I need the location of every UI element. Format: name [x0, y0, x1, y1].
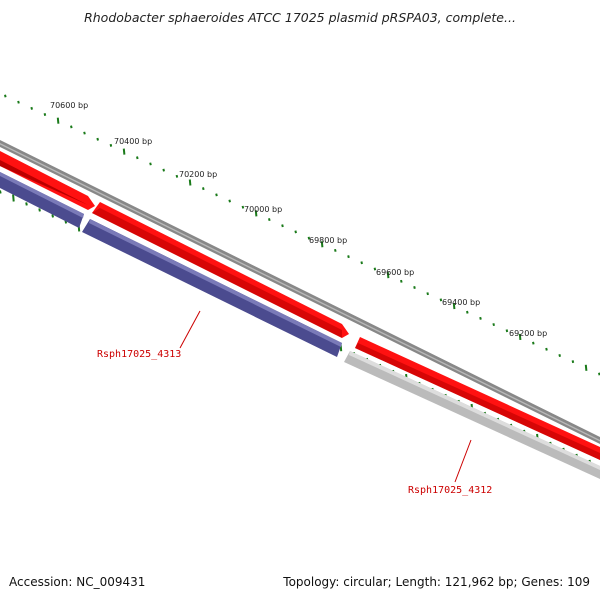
gene-label-rsph17025-4312[interactable]: Rsph17025_4312 [408, 485, 492, 496]
gene-label-leader [454, 439, 472, 483]
minor-tick [17, 100, 20, 104]
minor-tick [294, 230, 297, 234]
minor-tick [136, 156, 139, 160]
reverse-gene-arrow-rsph17025-4313-highlight [89, 219, 342, 347]
major-tick [584, 364, 588, 371]
reverse-gene-track [0, 172, 600, 479]
forward-gene-arrow-1-shade [0, 160, 88, 205]
minor-tick [505, 329, 509, 333]
reverse-gene-arrow-rsph17025-4312 [344, 351, 600, 479]
minor-tick [175, 174, 179, 178]
minor-tick [38, 208, 41, 212]
minor-tick [202, 187, 205, 191]
major-tick [122, 148, 126, 155]
page-title: Rhodobacter sphaeroides ATCC 17025 plasm… [84, 10, 516, 25]
minor-tick [334, 248, 337, 252]
reverse-gene-arrow-1-highlight [0, 172, 84, 218]
minor-tick [545, 347, 548, 351]
minor-tick [51, 214, 54, 218]
minor-tick [25, 202, 28, 206]
minor-tick [558, 353, 561, 357]
gene-label-rsph17025-4313[interactable]: Rsph17025_4313 [97, 349, 181, 360]
minor-tick [30, 106, 33, 110]
ruler-label: 70600 bp [50, 101, 88, 110]
minor-tick [426, 292, 429, 296]
major-tick [12, 194, 15, 202]
minor-tick [479, 316, 482, 320]
gene-label-leader [179, 310, 201, 349]
gene-labels: Rsph17025_4313 Rsph17025_4312 [97, 310, 492, 496]
minor-tick [492, 323, 495, 327]
minor-tick [400, 279, 403, 283]
ruler-label: 69800 bp [309, 236, 347, 245]
major-tick [518, 333, 522, 341]
minor-tick [281, 224, 284, 228]
minor-tick [96, 137, 99, 141]
major-tick [320, 241, 324, 248]
minor-tick [149, 162, 152, 166]
ruler-label: 69400 bp [442, 298, 480, 307]
forward-gene-arrow-3-shade [355, 343, 600, 460]
ruler-label: 70400 bp [114, 137, 152, 146]
ruler-label: 69200 bp [509, 329, 547, 338]
minor-tick [109, 143, 113, 147]
minor-tick [70, 125, 73, 129]
genome-stats-label: Topology: circular; Length: 121,962 bp; … [283, 575, 590, 589]
minor-tick [532, 341, 535, 345]
forward-gene-arrow-2-shade [92, 208, 342, 338]
ruler-label: 70200 bp [179, 170, 217, 179]
minor-tick [373, 267, 377, 271]
major-tick [188, 179, 192, 186]
reverse-gene-arrow-rsph17025-4312-highlight [349, 351, 600, 470]
ruler-label: 70000 bp [244, 205, 282, 214]
minor-tick [43, 113, 47, 117]
ruler-labels: 70600 bp 70400 bp 70200 bp 70000 bp 6980… [50, 101, 547, 338]
outer-tick-ring [4, 94, 600, 376]
minor-tick [347, 255, 350, 259]
minor-tick [268, 218, 271, 222]
accession-label: Accession: NC_009431 [9, 575, 146, 589]
minor-tick [162, 168, 165, 172]
major-tick [254, 210, 258, 217]
major-tick [56, 117, 60, 124]
minor-tick [571, 360, 575, 364]
minor-tick [466, 310, 469, 314]
minor-tick [228, 199, 231, 203]
backbone-highlight [0, 143, 600, 442]
minor-tick [241, 205, 245, 209]
minor-tick [439, 298, 443, 302]
minor-tick [215, 193, 218, 197]
ruler-label: 69600 bp [376, 268, 414, 277]
major-tick [386, 272, 390, 279]
forward-gene-track [0, 151, 600, 460]
reverse-gene-arrow-rsph17025-4313 [82, 219, 342, 357]
minor-tick [413, 286, 416, 289]
major-tick [452, 302, 456, 310]
minor-tick [360, 261, 363, 265]
minor-tick [0, 190, 2, 194]
minor-tick [83, 131, 86, 135]
minor-tick [307, 236, 311, 240]
forward-gene-arrow-1 [0, 151, 95, 210]
minor-tick [4, 94, 7, 98]
backbone-track [0, 140, 600, 444]
